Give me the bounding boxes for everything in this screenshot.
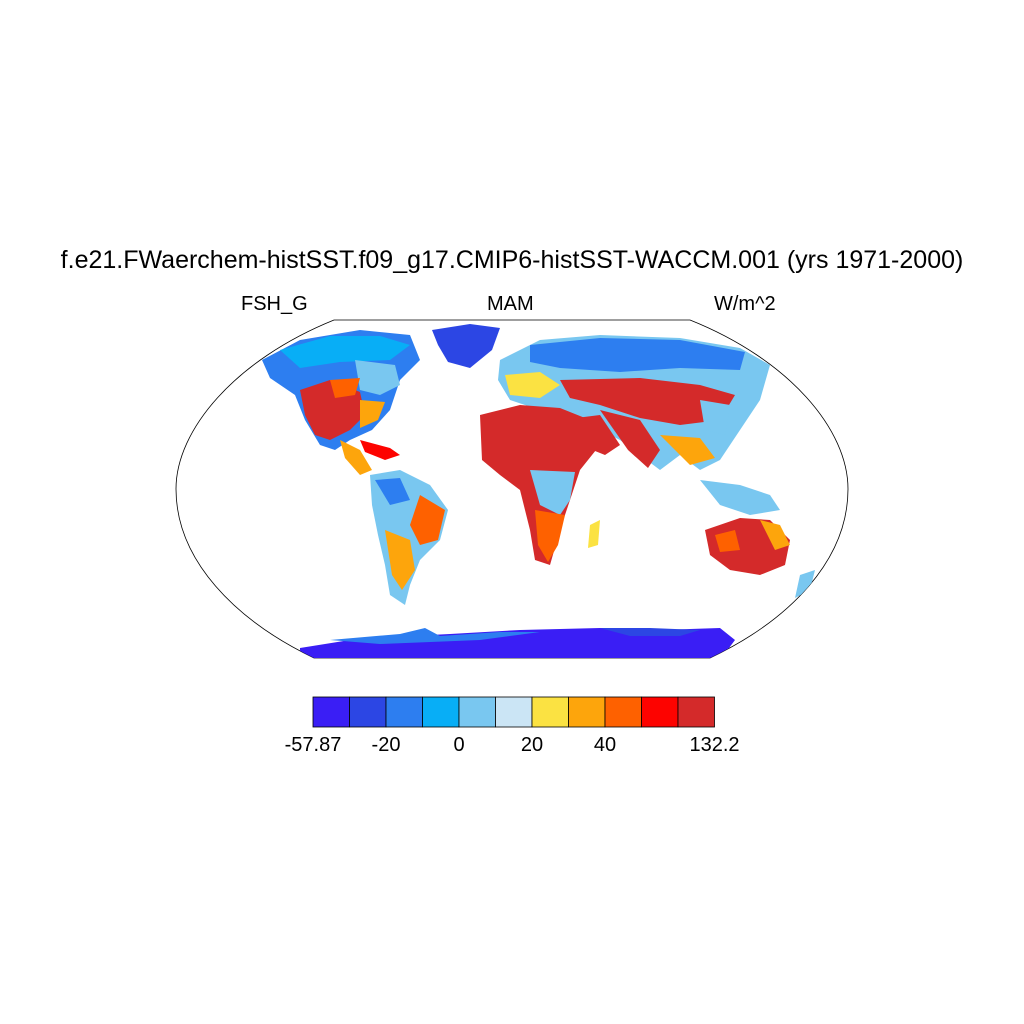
season-label: MAM	[487, 293, 534, 315]
greenland	[432, 324, 500, 368]
colorbar-bin	[677, 696, 715, 728]
colorbar-bin	[422, 696, 460, 728]
colorbar	[312, 696, 715, 728]
variable-label: FSH_G	[241, 293, 308, 315]
colorbar-bin	[458, 696, 496, 728]
colorbar-bin	[604, 696, 642, 728]
antarctica	[300, 628, 735, 658]
maritime-asia	[700, 480, 780, 515]
colorbar-bin	[495, 696, 533, 728]
colorbar-tick-label: 40	[593, 734, 617, 756]
colorbar-bin	[312, 696, 350, 728]
colorbar-bin	[349, 696, 387, 728]
colorbar-tick-label: 20	[520, 734, 544, 756]
colorbar-tick-label: 0	[453, 734, 465, 756]
colorbar-tick-label: -20	[371, 734, 401, 756]
colorbar-bin	[385, 696, 423, 728]
colorbar-tick-label: -57.87	[284, 734, 342, 756]
units-label: W/m^2	[714, 293, 776, 315]
colorbar-tick-label: 132.2	[689, 734, 740, 756]
colorbar-bin	[641, 696, 679, 728]
colorbar-bin	[531, 696, 569, 728]
plot-title: f.e21.FWaerchem-histSST.f09_g17.CMIP6-hi…	[60, 246, 964, 274]
colorbar-bin	[568, 696, 606, 728]
